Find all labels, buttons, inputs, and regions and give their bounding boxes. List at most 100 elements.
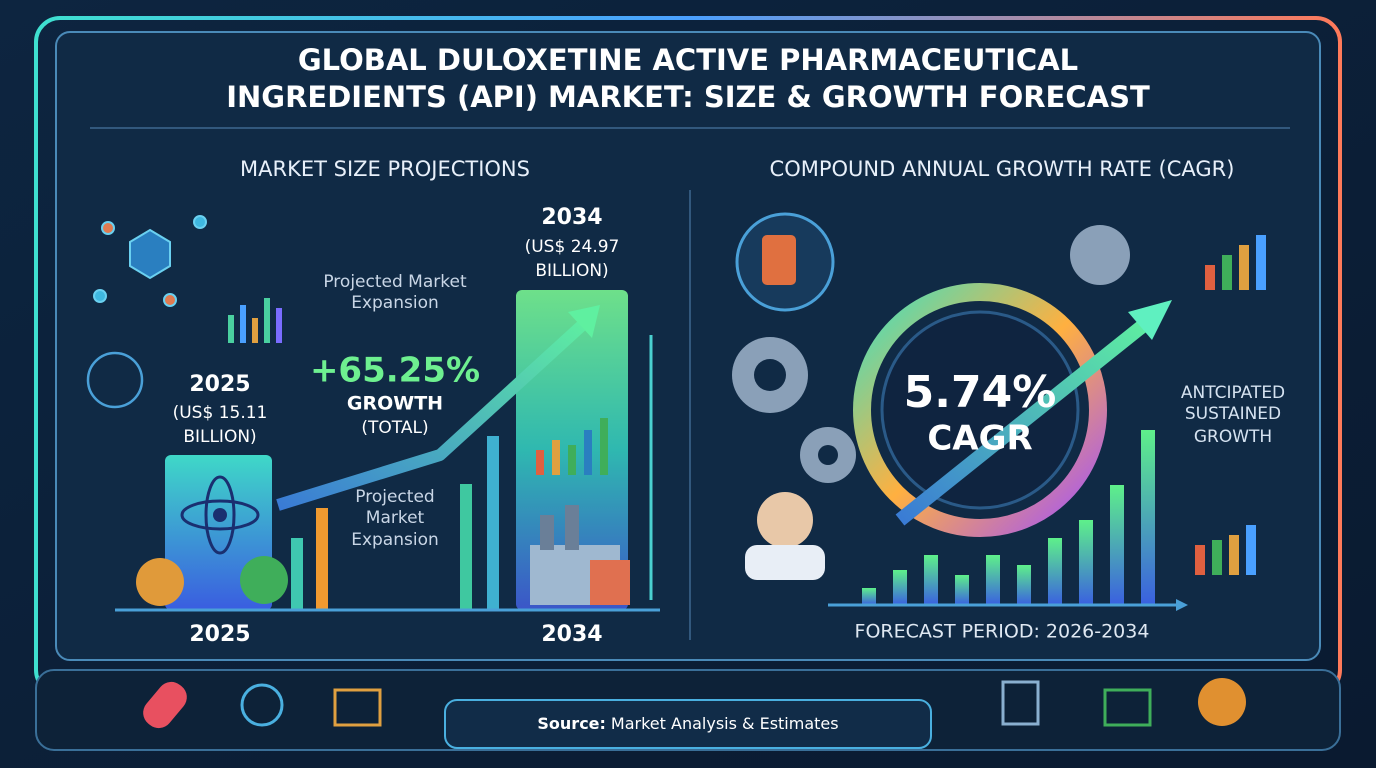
mini-chart: [584, 430, 592, 475]
axis-label: 2025: [189, 622, 250, 647]
heading: MARKET SIZE PROJECTIONS: [240, 157, 530, 181]
factory-icon: [565, 505, 579, 550]
source-text: Market Analysis & Estimates: [611, 714, 839, 733]
title: INGREDIENTS (API) MARKET: SIZE & GROWTH …: [226, 80, 1150, 114]
molecule-icon: [193, 215, 207, 229]
mini-chart: [1239, 245, 1249, 290]
side-note: ANTCIPATED: [1181, 383, 1285, 403]
factory-icon: [530, 505, 630, 605]
icon: [1001, 680, 1040, 726]
icon: [333, 688, 382, 727]
money-bag: [240, 556, 288, 604]
side-note: GROWTH: [1194, 427, 1272, 447]
atom-icon: [204, 475, 236, 555]
mini-chart: [252, 318, 258, 343]
deco-bar: [460, 484, 472, 610]
growth-label: GROWTH: [347, 393, 443, 415]
atom-icon: [180, 499, 260, 531]
cagr-core: [880, 310, 1080, 510]
mini-chart: [536, 450, 544, 475]
cagr-label: CAGR: [927, 419, 1032, 459]
gear-icon: [1070, 225, 1130, 285]
cagr-value: 5.74%: [904, 367, 1057, 418]
mini-chart: [228, 315, 234, 343]
mini-chart: [1229, 535, 1239, 575]
cagr-bars: [1017, 565, 1031, 605]
source-label: Source:: [537, 714, 606, 733]
source: Source: Market Analysis & Estimates: [537, 714, 838, 733]
atom-icon: [213, 508, 227, 522]
mini-chart: [1222, 255, 1232, 290]
doctor-icon: [757, 492, 813, 548]
mini-chart: [228, 298, 282, 343]
note: Projected: [355, 487, 434, 507]
cagr-bars: [862, 588, 876, 605]
cagr-bars: [893, 570, 907, 605]
cagr-bars: [986, 555, 1000, 605]
mini-chart: [536, 418, 608, 475]
cagr-bars: [1079, 520, 1093, 605]
value: (US$ 15.11: [173, 403, 268, 423]
mini-chart: [1205, 235, 1266, 290]
cagr-ring: [853, 283, 1107, 537]
year: 2025: [189, 372, 250, 397]
note: Expansion: [351, 293, 439, 313]
growth-label: (TOTAL): [361, 418, 428, 438]
doctor-icon: [745, 545, 825, 580]
title: GLOBAL DULOXETINE ACTIVE PHARMACEUTICAL: [298, 43, 1078, 77]
molecule-icon: [101, 221, 115, 235]
value: (US$ 24.97: [525, 237, 620, 257]
pie-icon: [1198, 678, 1246, 726]
mini-chart: [264, 298, 270, 343]
deco-bar: [291, 538, 303, 610]
growth-arrow: [276, 313, 595, 511]
cagr-bars: [924, 555, 938, 605]
note: Projected Market: [323, 272, 467, 292]
side-note: SUSTAINED: [1185, 404, 1281, 424]
note: Expansion: [351, 530, 439, 550]
deco-bar: [316, 508, 328, 610]
value: BILLION): [535, 261, 608, 281]
mini-chart: [276, 308, 282, 343]
factory-icon: [590, 560, 630, 605]
cagr-bars: [1048, 538, 1062, 605]
growth-arrow-head: [568, 305, 600, 338]
deco-bar: [487, 436, 499, 610]
mini-chart: [600, 418, 608, 475]
globe-icon: [86, 351, 144, 409]
mini-chart: [1205, 265, 1215, 290]
icon: [1103, 688, 1152, 727]
axis-label: 2034: [541, 622, 602, 647]
molecule-icon: [93, 215, 207, 307]
icon: [240, 683, 284, 727]
money-bag: [136, 558, 184, 606]
mini-chart: [1195, 525, 1256, 575]
cagr-bars: [955, 575, 969, 605]
cagr-bars: [862, 430, 1155, 605]
year: 2034: [541, 205, 602, 230]
mini-chart: [1195, 545, 1205, 575]
gear-icon: [754, 359, 786, 391]
mini-chart: [1246, 525, 1256, 575]
molecule-icon: [93, 289, 107, 303]
mini-chart: [1256, 235, 1266, 290]
value: BILLION): [183, 427, 256, 447]
source-box: [444, 699, 932, 749]
molecule-icon: [129, 228, 171, 280]
cagr-bars: [1110, 485, 1124, 605]
mini-chart: [1212, 540, 1222, 575]
pill-icon: [143, 681, 187, 729]
cagr-arrow-head: [1128, 300, 1172, 340]
forecast-period: FORECAST PERIOD: 2026-2034: [855, 621, 1150, 643]
gear-icon: [818, 445, 838, 465]
axis-head: [1176, 599, 1188, 611]
cagr-arrow: [895, 314, 1155, 526]
mini-chart: [568, 445, 576, 475]
note: Market: [366, 508, 425, 528]
cagr-bars: [1141, 430, 1155, 605]
growth-value: +65.25%: [310, 351, 480, 391]
factory-icon: [540, 515, 554, 550]
